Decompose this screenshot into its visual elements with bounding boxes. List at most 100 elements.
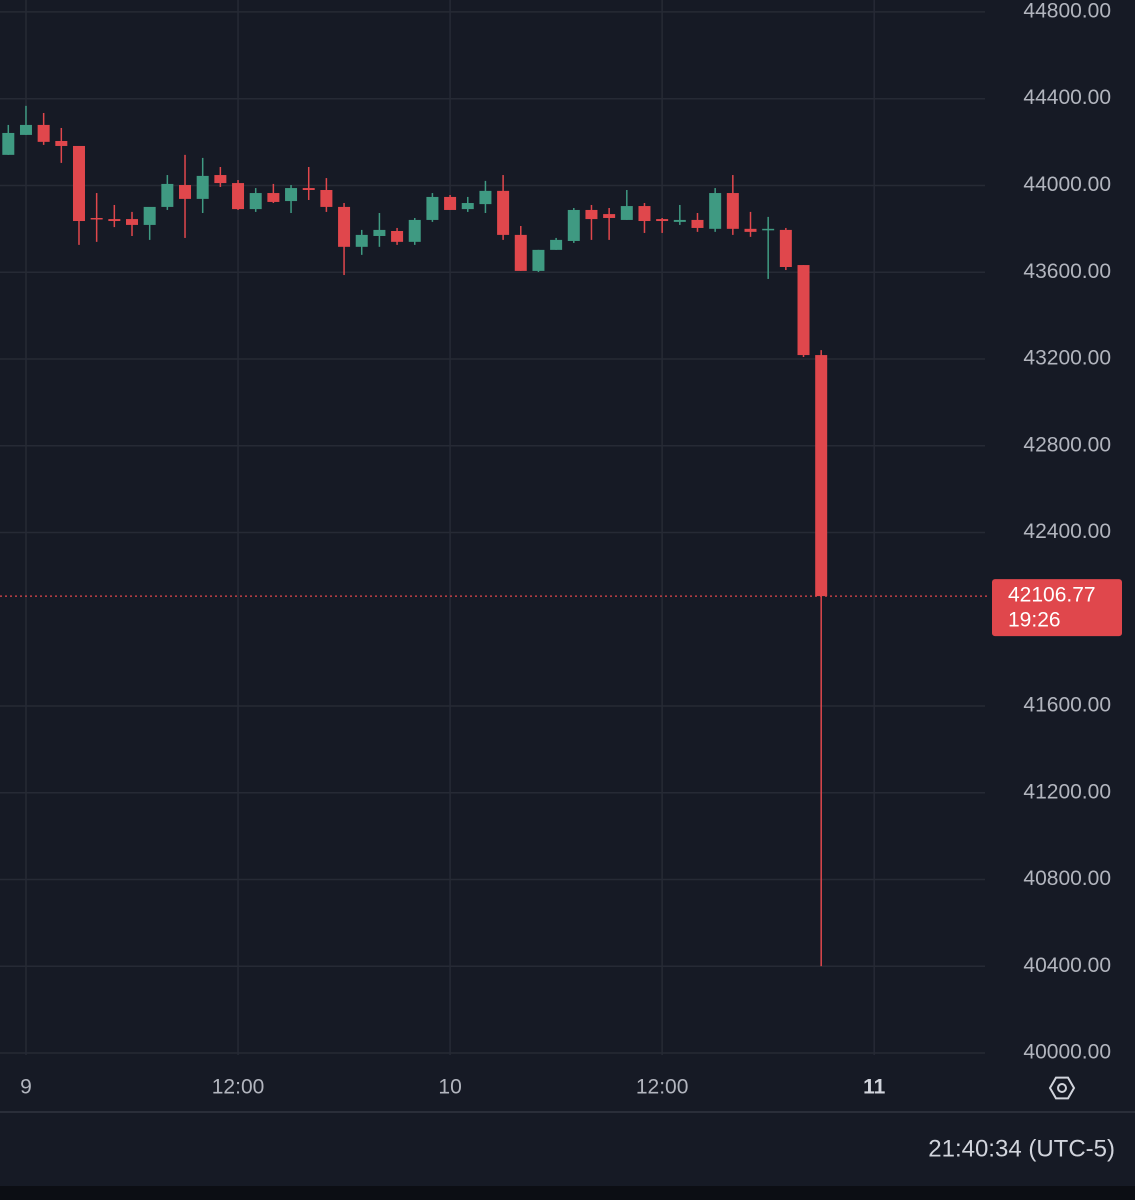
- y-tick-label: 44400.00: [1023, 86, 1111, 109]
- candle-body: [585, 209, 598, 220]
- candle: [656, 217, 669, 233]
- candle-body: [302, 188, 315, 191]
- candle: [214, 167, 227, 187]
- candle: [408, 217, 421, 245]
- candle-body: [249, 193, 262, 210]
- candle-body: [391, 230, 404, 242]
- candle-body: [355, 234, 368, 247]
- candle-body: [338, 206, 351, 247]
- y-tick-label: 40000.00: [1023, 1041, 1111, 1064]
- candle-body: [514, 234, 527, 271]
- candle-body: [762, 228, 775, 231]
- candle: [90, 193, 103, 242]
- candle-body: [479, 190, 492, 205]
- candle-body: [37, 124, 50, 142]
- candle: [267, 183, 280, 204]
- y-tick-label: 43200.00: [1023, 347, 1111, 370]
- candle-body: [143, 206, 156, 225]
- candle-body: [214, 175, 227, 184]
- y-tick-label: 42400.00: [1023, 520, 1111, 543]
- x-tick-label: 10: [438, 1076, 461, 1099]
- candle-body: [373, 229, 386, 236]
- last-price-label: 42106.77: [1008, 584, 1096, 607]
- candle-body: [444, 196, 457, 210]
- candle: [320, 178, 333, 212]
- candle-body: [55, 140, 68, 146]
- candle: [779, 227, 792, 271]
- x-tick-label: 12:00: [212, 1076, 265, 1099]
- candle: [196, 157, 209, 213]
- candle: [126, 211, 139, 236]
- candle: [338, 203, 351, 276]
- candle: [355, 229, 368, 255]
- candle: [567, 208, 580, 243]
- candle-body: [603, 214, 616, 218]
- candle: [444, 194, 457, 210]
- candle-body: [196, 175, 209, 199]
- candle: [638, 203, 651, 233]
- candle: [37, 113, 50, 145]
- candle-body: [267, 193, 280, 202]
- candle: [461, 196, 474, 212]
- candle-body: [285, 188, 298, 202]
- countdown-label: 19:26: [1008, 609, 1061, 632]
- candle: [2, 124, 15, 155]
- candle-body: [691, 219, 704, 228]
- y-tick-label: 43600.00: [1023, 260, 1111, 283]
- candle: [285, 185, 298, 213]
- y-tick-label: 41600.00: [1023, 694, 1111, 717]
- candle-body: [815, 355, 828, 597]
- candle: [373, 212, 386, 247]
- candle-body: [72, 145, 85, 222]
- candle: [249, 188, 262, 212]
- candle-body: [497, 190, 510, 235]
- candle: [550, 237, 563, 250]
- candle-body: [232, 183, 245, 210]
- candle: [514, 226, 527, 271]
- clock: 21:40:34 (UTC-5): [928, 1135, 1115, 1162]
- candle-body: [426, 196, 439, 220]
- candle-body: [19, 124, 32, 135]
- candle: [108, 204, 121, 228]
- candle-body: [90, 217, 103, 220]
- candle-body: [726, 193, 739, 229]
- candle-body: [620, 206, 633, 220]
- candle-body: [2, 132, 15, 155]
- candle: [726, 175, 739, 235]
- candle-body: [320, 190, 333, 207]
- candle: [603, 208, 616, 240]
- settings-button[interactable]: [1048, 1076, 1076, 1100]
- candle: [55, 127, 68, 163]
- candle-body: [108, 219, 121, 222]
- bottom-edge: [0, 1186, 1135, 1200]
- candle: [497, 175, 510, 240]
- candle: [72, 145, 85, 245]
- candle: [302, 167, 315, 200]
- candle: [797, 265, 810, 358]
- candle-body: [709, 193, 722, 229]
- candle: [620, 190, 633, 220]
- candle: [585, 204, 598, 240]
- candle-body: [550, 239, 563, 250]
- candle: [391, 227, 404, 245]
- gear-center[interactable]: [1057, 1083, 1067, 1093]
- candle-body: [126, 219, 139, 225]
- candle: [161, 175, 174, 210]
- candle-body: [179, 185, 192, 199]
- candle: [532, 249, 545, 272]
- x-tick-label: 12:00: [636, 1076, 689, 1099]
- candle: [19, 105, 32, 135]
- y-tick-label: 41200.00: [1023, 780, 1111, 803]
- y-tick-label: 40400.00: [1023, 954, 1111, 977]
- candle: [426, 193, 439, 222]
- candle: [232, 180, 245, 210]
- candle: [143, 206, 156, 240]
- candle-body: [567, 209, 580, 241]
- candle: [179, 154, 192, 238]
- candle-body: [744, 228, 757, 232]
- candle-body: [656, 219, 669, 222]
- gear-icon[interactable]: [1048, 1076, 1076, 1100]
- candle: [709, 188, 722, 232]
